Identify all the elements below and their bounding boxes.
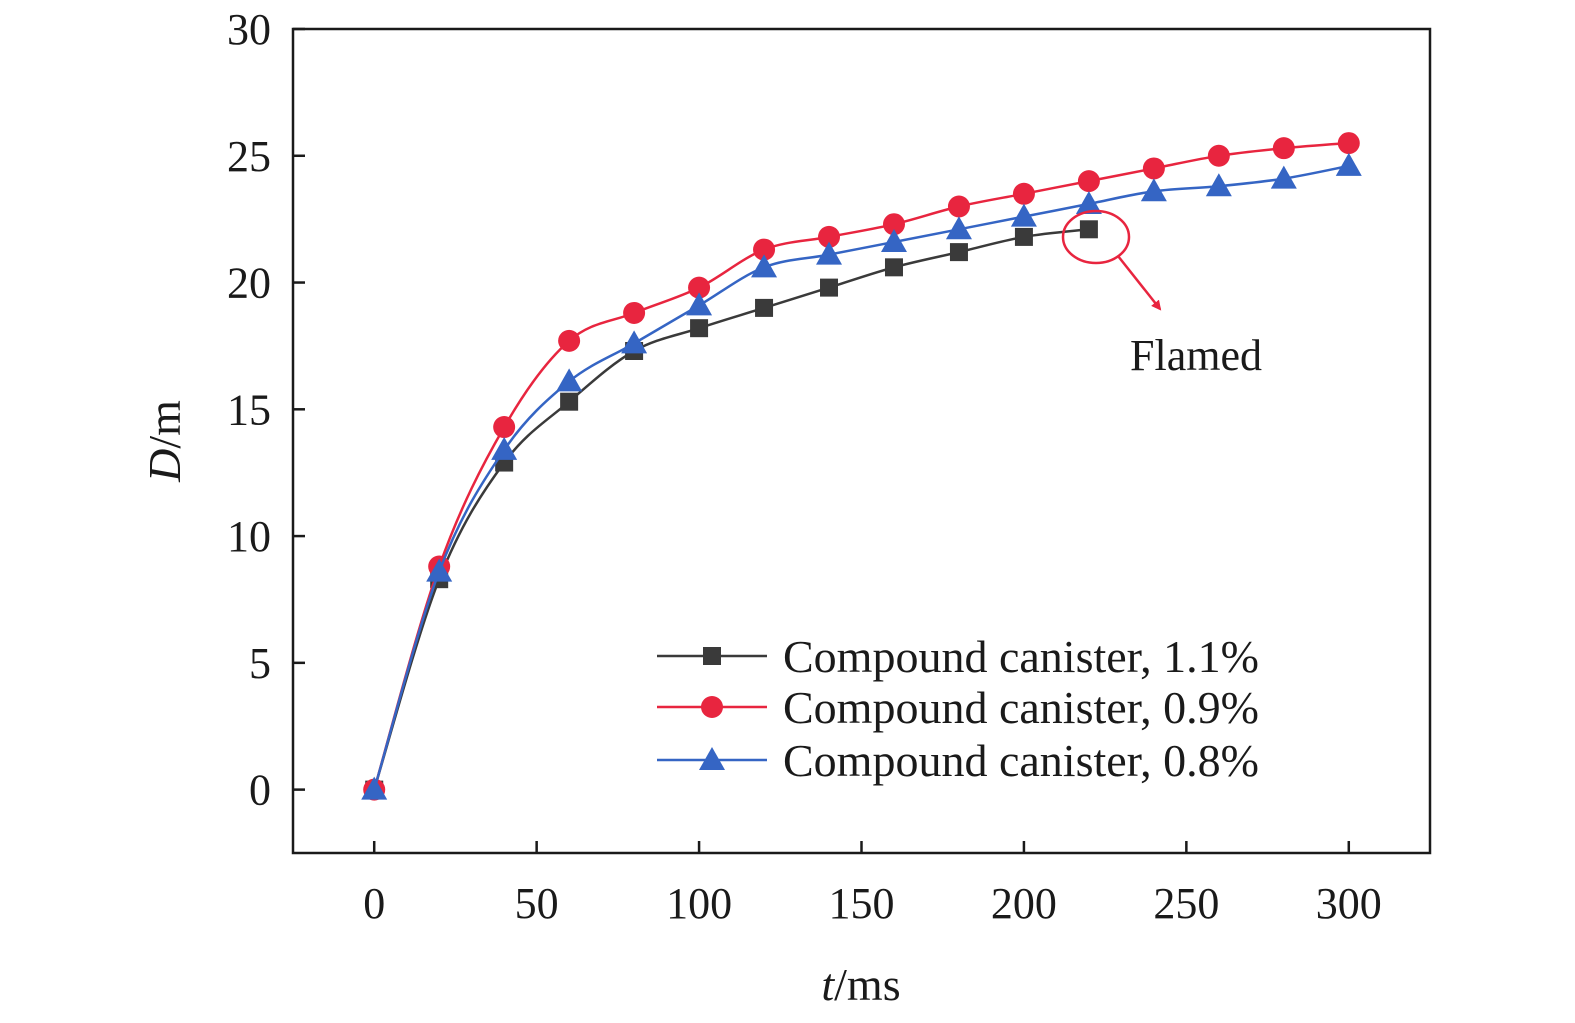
- data-point: [945, 216, 972, 240]
- x-tick-label: 100: [666, 879, 732, 928]
- x-axis-var: t: [821, 959, 835, 1010]
- data-point: [361, 776, 388, 800]
- data-point: [1012, 182, 1035, 205]
- legend-item: Compound canister, 0.9%: [657, 682, 1259, 733]
- series-0-8: [361, 152, 1362, 800]
- data-point: [816, 241, 843, 265]
- data-point: [818, 225, 841, 248]
- data-point: [949, 243, 968, 262]
- y-tick-label: 30: [227, 5, 271, 54]
- y-tick-label: 10: [227, 512, 271, 561]
- data-point: [1207, 144, 1230, 167]
- annotation-arrow: [1117, 255, 1162, 311]
- x-tick-label: 150: [829, 879, 895, 928]
- legend-label: Compound canister, 0.8%: [783, 735, 1259, 786]
- y-tick-label: 25: [227, 132, 271, 181]
- legend-item: Compound canister, 1.1%: [657, 631, 1259, 682]
- legend-marker: [699, 747, 725, 770]
- data-point: [560, 392, 579, 411]
- x-tick-label: 300: [1316, 879, 1382, 928]
- x-tick-label: 200: [991, 879, 1057, 928]
- data-point: [688, 276, 711, 299]
- data-point: [1079, 220, 1098, 239]
- series-0-9: [363, 132, 1360, 801]
- data-point: [1140, 178, 1167, 202]
- data-point: [426, 558, 453, 582]
- data-point: [690, 319, 709, 338]
- y-axis-unit: /m: [139, 400, 190, 449]
- legend-label: Compound canister, 1.1%: [783, 631, 1259, 682]
- data-point: [686, 292, 713, 316]
- x-axis-title: t/ms: [821, 959, 900, 1010]
- data-point: [1272, 137, 1295, 160]
- x-axis-unit: /ms: [834, 959, 900, 1010]
- data-point: [1077, 170, 1100, 193]
- x-axis: 0 50 100 150 200 250 300: [363, 841, 1382, 928]
- data-point: [621, 330, 648, 354]
- data-point: [1014, 227, 1033, 246]
- legend: Compound canister, 1.1%Compound canister…: [657, 631, 1259, 786]
- data-point: [1142, 157, 1165, 180]
- data-point: [1335, 152, 1362, 176]
- x-tick-label: 50: [515, 879, 559, 928]
- data-point: [493, 416, 516, 439]
- data-point: [1010, 203, 1037, 227]
- x-tick-label: 0: [363, 879, 385, 928]
- y-tick-label: 20: [227, 259, 271, 308]
- y-axis-title: D/m: [139, 400, 190, 483]
- data-point: [1205, 173, 1232, 197]
- data-point: [556, 368, 583, 392]
- y-tick-label: 5: [249, 639, 271, 688]
- data-point: [947, 195, 970, 218]
- data-point: [880, 228, 907, 252]
- data-point: [1270, 165, 1297, 189]
- data-point: [753, 238, 776, 261]
- y-axis: 0 5 10 15 20 25 30: [227, 5, 305, 815]
- data-point: [755, 298, 774, 317]
- legend-item: Compound canister, 0.8%: [657, 735, 1259, 786]
- data-point: [558, 329, 581, 352]
- x-tick-label: 250: [1153, 879, 1219, 928]
- series-layer: [361, 132, 1362, 801]
- legend-marker: [703, 647, 721, 665]
- data-point: [1075, 190, 1102, 214]
- legend-label: Compound canister, 0.9%: [783, 682, 1259, 733]
- data-point: [820, 278, 839, 297]
- data-point: [623, 301, 646, 324]
- data-point: [882, 213, 905, 236]
- y-tick-label: 15: [227, 385, 271, 434]
- annotation-label: Flamed: [1130, 331, 1262, 380]
- data-point: [751, 254, 778, 278]
- data-point: [491, 436, 518, 460]
- y-tick-label: 0: [249, 766, 271, 815]
- data-point: [884, 258, 903, 277]
- annotation-circle: [1061, 209, 1131, 265]
- annotation: Flamed: [1061, 209, 1262, 380]
- data-point: [1337, 132, 1360, 155]
- y-axis-var: D: [139, 449, 190, 483]
- legend-marker: [701, 696, 723, 718]
